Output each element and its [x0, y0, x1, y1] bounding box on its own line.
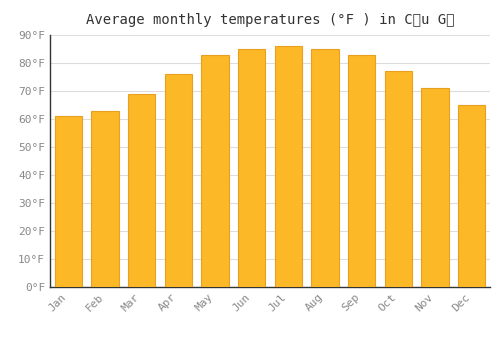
Bar [274, 46, 302, 287]
Bar [348, 55, 376, 287]
Bar [91, 111, 119, 287]
Bar [458, 105, 485, 287]
Bar [384, 71, 412, 287]
Bar [238, 49, 266, 287]
Bar [164, 74, 192, 287]
Bar [54, 116, 82, 287]
Bar [421, 88, 448, 287]
Title: Average monthly temperatures (°F ) in Cầu Gồ: Average monthly temperatures (°F ) in Cầ… [86, 13, 454, 27]
Bar [201, 55, 229, 287]
Bar [128, 94, 156, 287]
Bar [311, 49, 339, 287]
